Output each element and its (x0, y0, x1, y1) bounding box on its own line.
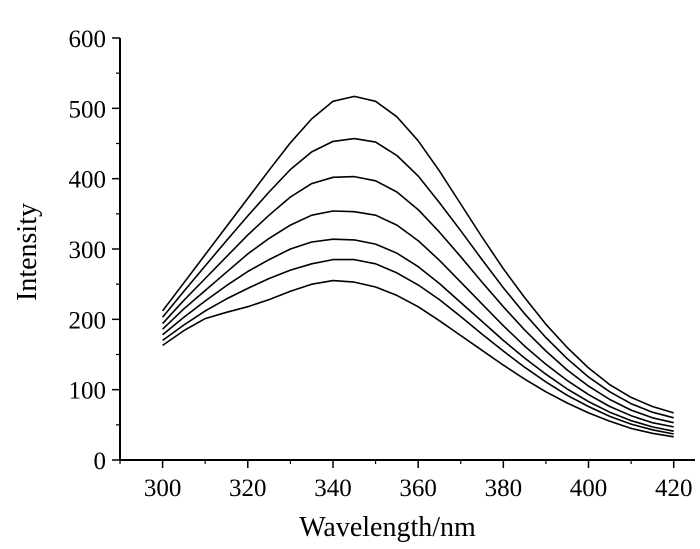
y-tick-label: 400 (69, 167, 107, 194)
x-ticks: 300 320 340 360 380 400 420 (119, 460, 693, 502)
axes (119, 38, 695, 461)
y-ticks: 0 100 200 300 400 500 600 (69, 26, 120, 475)
y-tick-label: 100 (69, 378, 107, 405)
series-line-4 (162, 210, 674, 428)
series-line-7 (162, 279, 674, 438)
x-tick-label: 320 (229, 475, 267, 502)
y-tick-label: 500 (69, 96, 107, 123)
x-tick-label: 420 (655, 475, 693, 502)
y-tick-label: 300 (69, 237, 107, 264)
series-line-1 (161, 95, 674, 414)
series-line-2 (161, 137, 674, 419)
y-tick-label: 600 (69, 26, 107, 53)
y-tick-label: 0 (94, 448, 107, 475)
x-tick-label: 400 (570, 475, 608, 502)
x-axis-title: Wavelength/nm (299, 512, 476, 543)
series-line-5 (162, 238, 674, 432)
x-tick-label: 380 (485, 475, 523, 502)
y-tick-label: 200 (69, 307, 107, 334)
series-line-3 (162, 175, 674, 424)
y-axis-title: Intensity (12, 203, 43, 301)
x-tick-label: 340 (314, 475, 352, 502)
x-tick-label: 360 (399, 475, 437, 502)
series-line-6 (162, 258, 674, 435)
series-group (161, 95, 674, 438)
x-tick-label: 300 (144, 475, 182, 502)
